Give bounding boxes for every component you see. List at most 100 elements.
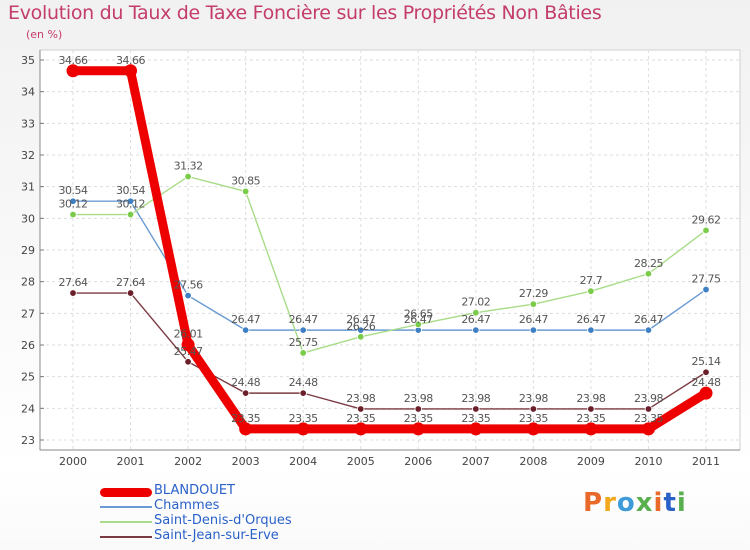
data-label: 26.47 [404, 313, 433, 326]
data-point [702, 226, 710, 235]
data-label: 26.47 [346, 313, 375, 326]
y-tick-label: 33 [21, 117, 35, 130]
data-point [239, 422, 253, 436]
y-tick-label: 27 [21, 307, 35, 320]
legend-swatch [100, 521, 152, 523]
chart-title: Evolution du Taux de Taxe Foncière sur l… [8, 2, 602, 24]
data-label: 30.54 [59, 184, 88, 197]
data-point [126, 210, 135, 219]
x-tick-label: 2002 [174, 455, 202, 468]
data-point [126, 197, 135, 205]
data-point [472, 405, 480, 413]
data-label: 24.48 [231, 376, 260, 389]
data-label: 23.98 [346, 392, 375, 405]
data-point [241, 389, 250, 397]
data-label: 27.75 [692, 273, 721, 286]
data-label: 28.25 [634, 257, 663, 270]
data-point [414, 320, 422, 329]
data-point [587, 326, 595, 334]
legend-label: BLANDOUET [154, 483, 235, 498]
x-tick-label: 2008 [519, 455, 547, 468]
y-tick-label: 26 [21, 339, 35, 352]
x-tick-label: 2003 [232, 455, 260, 468]
data-point [357, 405, 365, 413]
data-point [299, 326, 307, 334]
data-label: 29.62 [692, 213, 721, 226]
data-label: 27.02 [461, 296, 490, 309]
x-tick-label: 2011 [692, 455, 720, 468]
data-point [702, 368, 710, 376]
data-point [299, 349, 307, 357]
data-point [702, 285, 710, 294]
data-point [529, 405, 538, 413]
data-label: 30.85 [231, 174, 260, 187]
data-label: 30.12 [116, 198, 145, 211]
x-tick-label: 2010 [634, 455, 662, 468]
y-tick-label: 35 [21, 54, 35, 67]
logo-letter: P [583, 488, 604, 518]
y-tick-label: 28 [21, 276, 35, 289]
data-label: 27.29 [519, 287, 548, 300]
data-label: 27.56 [174, 279, 203, 292]
data-point [641, 422, 655, 436]
data-label: 30.54 [116, 184, 145, 197]
logo-letter: i [676, 488, 687, 518]
data-point [644, 270, 653, 278]
x-tick-label: 2006 [404, 455, 432, 468]
data-point [69, 289, 77, 297]
legend-label: Saint-Denis-d'Orques [154, 513, 292, 528]
series-line-blandouet [68, 66, 711, 434]
y-tick-label: 24 [21, 402, 35, 415]
x-tick-label: 2005 [347, 455, 375, 468]
data-label: 26.47 [289, 313, 318, 326]
data-point [472, 309, 480, 317]
data-label: 23.35 [231, 412, 260, 425]
data-point [357, 333, 365, 341]
data-label: 23.98 [634, 392, 663, 405]
legend-swatch [100, 536, 152, 538]
data-label: 23.35 [634, 412, 663, 425]
data-label: 34.66 [116, 54, 145, 67]
data-point [699, 386, 713, 400]
data-point [296, 422, 310, 436]
legend-swatch [100, 506, 152, 508]
unit-label: (en %) [26, 28, 63, 41]
data-point [126, 289, 135, 297]
data-label: 23.98 [519, 392, 548, 405]
data-label: 23.35 [289, 412, 318, 425]
x-tick-label: 2007 [462, 455, 490, 468]
data-point [354, 422, 368, 436]
data-label: 26.47 [634, 313, 663, 326]
data-label: 23.98 [461, 392, 490, 405]
data-label: 24.48 [692, 376, 721, 389]
data-point [644, 405, 653, 413]
data-point [472, 326, 480, 334]
data-label: 26.47 [461, 313, 490, 326]
logo-letter: r [603, 488, 617, 518]
data-label: 30.12 [59, 198, 88, 211]
legend-label: Saint-Jean-sur-Erve [154, 528, 279, 543]
data-label: 23.35 [404, 412, 433, 425]
y-tick-label: 29 [21, 244, 35, 257]
x-tick-label: 2004 [289, 455, 317, 468]
data-point [529, 326, 538, 334]
data-point [299, 389, 307, 397]
data-label: 26.47 [231, 313, 260, 326]
data-label: 24.48 [289, 376, 318, 389]
data-label: 25.47 [174, 345, 203, 358]
data-point [587, 405, 595, 413]
data-point [411, 422, 425, 436]
data-label: 26.47 [519, 313, 548, 326]
data-label: 23.98 [404, 392, 433, 405]
data-point [644, 326, 653, 334]
data-label: 23.98 [576, 392, 605, 405]
data-point [526, 422, 540, 436]
data-point [124, 64, 138, 78]
data-label: 26.01 [174, 328, 203, 341]
x-tick-label: 2000 [59, 455, 87, 468]
series-line-saint-denis-d-orques [72, 175, 707, 354]
data-label: 27.64 [116, 276, 145, 289]
data-label: 25.75 [289, 336, 318, 349]
data-point [584, 422, 598, 436]
